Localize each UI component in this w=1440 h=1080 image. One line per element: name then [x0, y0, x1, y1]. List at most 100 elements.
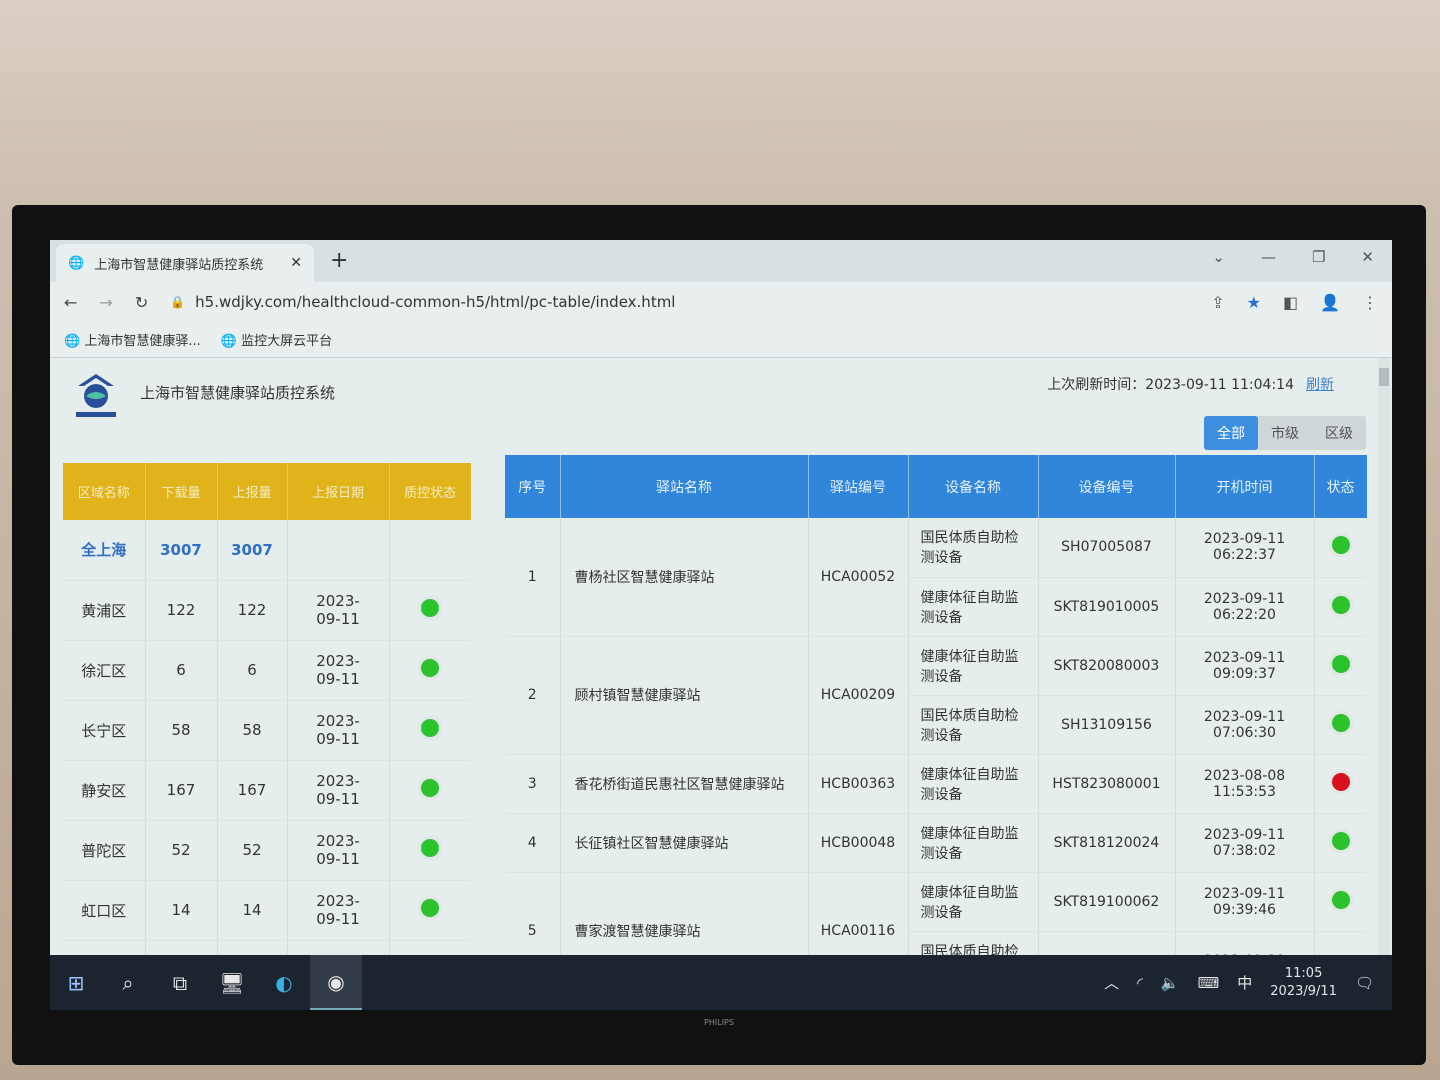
menu-icon[interactable]: ⋮ — [1362, 292, 1378, 312]
device-code: SKT819100062 — [1038, 872, 1176, 932]
column-header[interactable]: 序号 — [505, 455, 561, 518]
minimize-button[interactable]: — — [1260, 248, 1276, 266]
status-dot-green — [1331, 654, 1350, 673]
close-tab-icon[interactable]: ✕ — [290, 255, 302, 271]
volume-icon[interactable]: 🔈 — [1160, 973, 1180, 992]
region-name[interactable]: 全上海 — [63, 520, 146, 581]
taskbar: ⊞ ⌕ ⧉ 🖥 ◐ ◉ ︿ ◜ 🔈 ⌨ 中 11:05 2023/9/11 🗨 — [50, 955, 1392, 1010]
table-row[interactable]: 2 顾村镇智慧健康驿站 HCA00209 健康体征自助监测设备 SKT820080003… — [505, 636, 1367, 755]
column-header[interactable]: 区域名称 — [63, 463, 146, 520]
region-name[interactable]: 虹口区 — [63, 880, 146, 941]
report-date: 2023-09-11 — [287, 700, 390, 761]
table-row-total[interactable]: 全上海 3007 3007 — [63, 520, 471, 581]
column-header[interactable]: 设备名称 — [908, 455, 1039, 518]
column-header[interactable]: 状态 — [1314, 455, 1367, 518]
station-name[interactable]: 长征镇社区智慧健康驿站 — [560, 813, 809, 873]
download-count: 20 — [145, 940, 218, 958]
bookmark-item[interactable]: 🌐 上海市智慧健康驿... — [64, 334, 201, 349]
back-icon[interactable]: ← — [64, 292, 78, 312]
filter-district[interactable]: 区级 — [1325, 426, 1353, 442]
notification-icon[interactable]: 🗨 — [1354, 973, 1374, 992]
clock[interactable]: 11:05 2023/9/11 — [1270, 965, 1337, 1001]
refresh-info: 上次刷新时间：2023-09-11 11:04:14 刷新 — [1047, 374, 1334, 394]
table-row[interactable]: 黄浦区 122 122 2023-09-11 — [63, 580, 471, 641]
search-icon[interactable]: ⌕ — [122, 970, 134, 995]
region-name[interactable]: 徐汇区 — [63, 640, 146, 701]
refresh-link[interactable]: 刷新 — [1306, 377, 1334, 393]
tab-search-icon[interactable]: ⌄ — [1212, 248, 1225, 266]
windows-start-icon[interactable]: ⊞ — [67, 970, 85, 995]
table-row[interactable]: 静安区 167 167 2023-09-11 — [63, 760, 471, 821]
table-row[interactable]: 长宁区 58 58 2023-09-11 — [63, 700, 471, 761]
column-header[interactable]: 开机时间 — [1175, 455, 1315, 518]
browser-tab[interactable]: 🌐 上海市智慧健康驿站质控系统 ✕ — [56, 244, 314, 282]
device-status — [1314, 872, 1367, 932]
task-view-icon[interactable]: ⧉ — [172, 970, 188, 995]
status-dot-green — [1331, 595, 1350, 614]
report-count: 14 — [217, 880, 288, 941]
table-row[interactable]: 徐汇区 6 6 2023-09-11 — [63, 640, 471, 701]
column-header[interactable]: 下载量 — [145, 463, 218, 520]
device-code — [1038, 931, 1176, 958]
profile-icon[interactable]: 👤 — [1320, 292, 1340, 312]
download-count: 3007 — [145, 520, 218, 581]
computer-app-icon[interactable]: 🖥 — [219, 970, 245, 995]
table-row[interactable]: 虹口区 14 14 2023-09-11 — [63, 880, 471, 941]
device-name: 健康体征自助监测设备 — [908, 754, 1039, 814]
close-window-button[interactable]: ✕ — [1361, 248, 1374, 266]
column-header[interactable]: 设备编号 — [1038, 455, 1176, 518]
new-tab-button[interactable]: + — [330, 248, 349, 273]
region-name[interactable]: 杨浦区 — [63, 940, 146, 958]
column-header[interactable]: 上报日期 — [287, 463, 390, 520]
filter-city[interactable]: 市级 — [1271, 426, 1299, 442]
table-row[interactable]: 3 香花桥街道民惠社区智慧健康驿站 HCB00363 健康体征自助监测设备 HST823… — [505, 754, 1367, 814]
column-header[interactable]: 质控状态 — [389, 463, 471, 520]
device-code: HST823080001 — [1038, 754, 1176, 814]
table-row[interactable]: 普陀区 52 52 2023-09-11 — [63, 820, 471, 881]
station-name[interactable]: 曹家渡智慧健康驿站 — [560, 872, 809, 958]
keyboard-icon[interactable]: ⌨ — [1197, 973, 1220, 992]
scrollbar-thumb[interactable] — [1379, 368, 1389, 386]
station-name[interactable]: 香花桥街道民惠社区智慧健康驿站 — [560, 754, 809, 814]
column-header[interactable]: 驿站编号 — [808, 455, 909, 518]
table-row[interactable]: 杨浦区20202023-09-11 — [63, 940, 471, 958]
station-name[interactable]: 顾村镇智慧健康驿站 — [560, 636, 809, 755]
column-header[interactable]: 上报量 — [217, 463, 288, 520]
region-name[interactable]: 长宁区 — [63, 700, 146, 761]
bookmark-item[interactable]: 🌐 监控大屏云平台 — [220, 334, 333, 349]
table-row[interactable]: 健康体征自助监测设备 SKT819010005 2023-09-11 06:22:2… — [505, 577, 1367, 637]
forward-icon[interactable]: → — [99, 292, 113, 312]
ime-indicator[interactable]: 中 — [1237, 974, 1253, 992]
url-input[interactable]: h5.wdjky.com/healthcloud-common-h5/html/… — [195, 293, 676, 311]
device-code: SKT820080003 — [1038, 636, 1176, 696]
station-name[interactable]: 曹杨社区智慧健康驿站 — [560, 518, 809, 637]
table-row[interactable]: 1 曹杨社区智慧健康驿站 HCA00052 国民体质自助检测设备 SH07005087 2… — [505, 518, 1367, 637]
region-name[interactable]: 普陀区 — [63, 820, 146, 881]
download-count: 6 — [145, 640, 218, 701]
tray-expand-icon[interactable]: ︿ — [1104, 974, 1120, 992]
side-panel-icon[interactable]: ◧ — [1282, 292, 1299, 312]
region-name[interactable]: 黄浦区 — [63, 580, 146, 641]
restore-button[interactable]: ❐ — [1311, 248, 1326, 266]
lock-icon: 🔒 — [170, 295, 186, 309]
device-code: SH13109156 — [1038, 695, 1176, 755]
device-name: 健康体征自助监测设备 — [908, 577, 1039, 637]
page-scrollbar[interactable] — [1378, 358, 1390, 955]
edge-browser-icon[interactable]: ◐ — [275, 970, 293, 995]
column-header[interactable]: 驿站名称 — [560, 455, 809, 518]
wifi-icon[interactable]: ◜ — [1137, 973, 1143, 992]
device-name: 国民体质自助检测设备 — [908, 695, 1039, 755]
status-dot-green — [421, 779, 439, 797]
filter-all[interactable]: 全部 — [1204, 416, 1258, 450]
chrome-browser-icon[interactable]: ◉ — [310, 955, 362, 1010]
qc-status — [389, 820, 471, 881]
table-row[interactable]: 国民体质自助检测设备 SH13109156 2023-09-11 07:06:30 — [505, 695, 1367, 755]
share-icon[interactable]: ⇪ — [1211, 292, 1225, 312]
table-row[interactable]: 国民体质自助检测设备 2023-09-11 — [505, 931, 1367, 958]
reload-icon[interactable]: ↻ — [134, 292, 149, 312]
bookmark-star-icon[interactable]: ★ — [1246, 292, 1261, 312]
table-row[interactable]: 4 长征镇社区智慧健康驿站 HCB00048 健康体征自助监测设备 SKT8181200… — [505, 813, 1367, 873]
region-name[interactable]: 静安区 — [63, 760, 146, 821]
table-row[interactable]: 5 曹家渡智慧健康驿站 HCA00116 健康体征自助监测设备 SKT819100062… — [505, 872, 1367, 958]
status-dot-green — [1331, 831, 1350, 850]
